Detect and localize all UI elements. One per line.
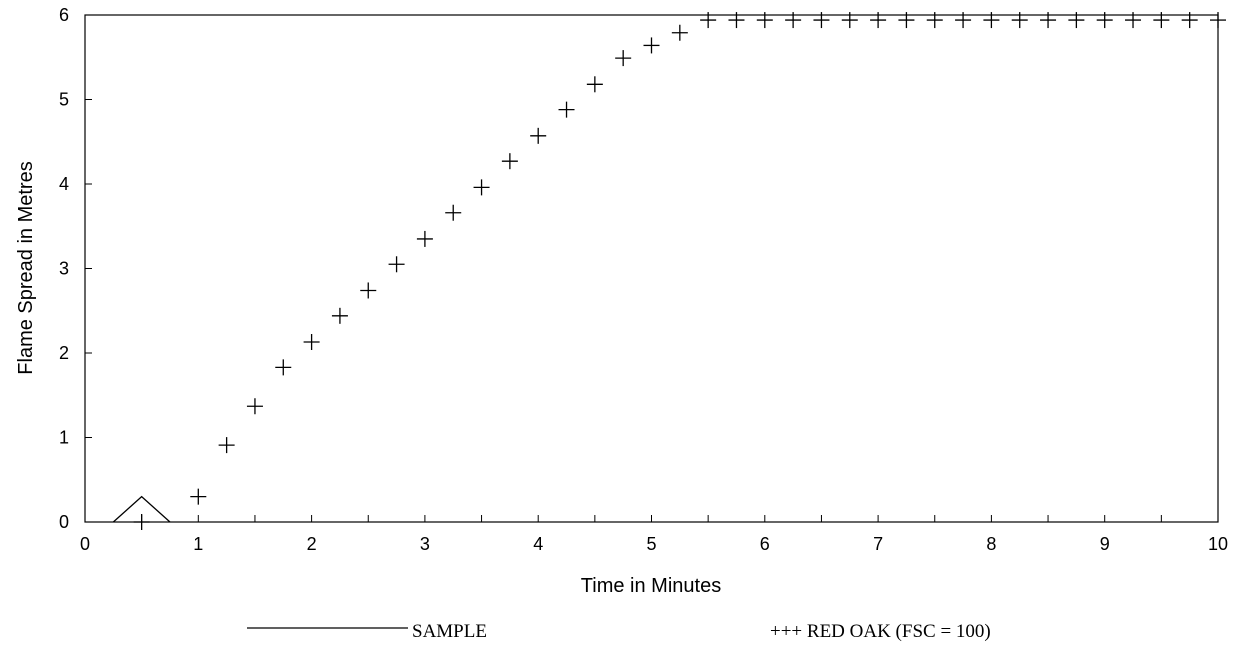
y-tick-label: 5 [59, 90, 69, 110]
red-oak-point [331, 307, 348, 324]
red-oak-point [501, 153, 518, 170]
x-tick-label: 9 [1100, 534, 1110, 554]
red-oak-point [1096, 12, 1113, 29]
y-tick-label: 4 [59, 174, 69, 194]
x-tick-label: 2 [307, 534, 317, 554]
red-oak-point [303, 334, 320, 351]
series-layer [112, 12, 1226, 530]
red-oak-point [728, 12, 745, 29]
red-oak-point [643, 37, 660, 54]
red-oak-point [1068, 12, 1085, 29]
red-oak-point [1125, 12, 1142, 29]
red-oak-point [416, 230, 433, 247]
red-oak-point [955, 12, 972, 29]
red-oak-point [1181, 12, 1198, 29]
red-oak-point [133, 514, 150, 530]
red-oak-point [1040, 12, 1057, 29]
y-axis-title: Flame Spread in Metres [15, 161, 37, 374]
y-tick-label: 0 [59, 512, 69, 532]
x-tick-label: 0 [80, 534, 90, 554]
red-oak-point [841, 12, 858, 29]
red-oak-point [275, 359, 292, 376]
x-axis: 0 1 2 3 4 5 6 7 8 9 10 [80, 515, 1228, 554]
y-axis: 0 1 2 3 4 5 6 [59, 5, 92, 532]
red-oak-point [700, 12, 717, 29]
x-tick-label: 10 [1208, 534, 1228, 554]
red-oak-point [586, 76, 603, 93]
sample-series-line [112, 495, 171, 523]
y-tick-label: 1 [59, 428, 69, 448]
red-oak-point [388, 256, 405, 273]
x-tick-label: 4 [533, 534, 543, 554]
red-oak-point [1011, 12, 1028, 29]
x-tick-label: 5 [646, 534, 656, 554]
y-tick-label: 3 [59, 259, 69, 279]
plot-frame [84, 14, 1219, 523]
legend-sample-label: SAMPLE [412, 621, 487, 642]
red-oak-point [190, 488, 207, 505]
red-oak-point [615, 50, 632, 67]
x-tick-label: 3 [420, 534, 430, 554]
red-oak-point [530, 127, 547, 144]
legend-redoak-label: +++ RED OAK (FSC = 100) [770, 621, 991, 642]
red-oak-point [785, 12, 802, 29]
red-oak-point [870, 12, 887, 29]
red-oak-point [983, 12, 1000, 29]
red-oak-point [558, 101, 575, 118]
red-oak-point [926, 12, 943, 29]
x-tick-label: 7 [873, 534, 883, 554]
red-oak-point [246, 398, 263, 415]
red-oak-point [756, 12, 773, 29]
red-oak-point [671, 24, 688, 41]
red-oak-point [898, 12, 915, 29]
red-oak-point [1153, 12, 1170, 29]
x-tick-label: 1 [193, 534, 203, 554]
red-oak-point [1210, 12, 1226, 29]
x-axis-title: Time in Minutes [581, 575, 721, 597]
y-tick-label: 2 [59, 343, 69, 363]
y-tick-label: 6 [59, 5, 69, 25]
x-tick-label: 8 [986, 534, 996, 554]
red-oak-point [813, 12, 830, 29]
red-oak-point [445, 204, 462, 221]
red-oak-point [360, 282, 377, 299]
x-tick-label: 6 [760, 534, 770, 554]
red-oak-point [473, 179, 490, 196]
legend: SAMPLE +++ RED OAK (FSC = 100) [247, 621, 991, 642]
red-oak-point [218, 437, 235, 454]
